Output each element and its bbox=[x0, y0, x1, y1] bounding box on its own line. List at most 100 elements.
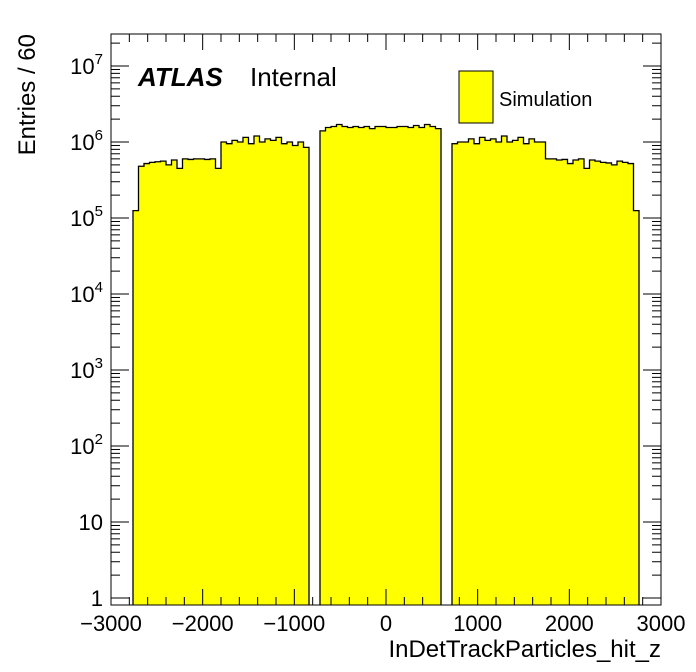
histogram-bar bbox=[391, 127, 397, 605]
histogram-bar bbox=[138, 166, 144, 606]
histogram-bar bbox=[177, 168, 183, 606]
histogram-bar bbox=[166, 164, 172, 605]
histogram-bar bbox=[534, 142, 540, 605]
x-tick-labels: −3000 −2000 −1000 0 1000 2000 3000 bbox=[80, 611, 685, 636]
internal-label: Internal bbox=[250, 62, 337, 92]
y-tick-label: 104 bbox=[70, 279, 103, 307]
histogram-bar bbox=[430, 126, 436, 606]
histogram-outline bbox=[132, 135, 310, 605]
histogram-bar bbox=[452, 143, 458, 606]
x-tick-label: 0 bbox=[380, 611, 392, 636]
histogram-bar bbox=[573, 159, 579, 605]
histogram-bar bbox=[589, 159, 595, 605]
histogram-bar bbox=[342, 126, 348, 606]
x-tick-label: −1000 bbox=[263, 611, 325, 636]
histogram-bar bbox=[248, 143, 254, 606]
histogram-bar bbox=[551, 158, 557, 605]
histogram-bar bbox=[496, 142, 502, 605]
histogram-bar bbox=[584, 168, 590, 606]
x-tick-label: −2000 bbox=[172, 611, 234, 636]
y-tick-labels: 1 10 102 103 104 105 106 107 bbox=[70, 51, 103, 611]
histogram-bar bbox=[270, 140, 276, 605]
histogram-bar bbox=[507, 142, 513, 605]
histogram-bar bbox=[545, 158, 551, 605]
histogram-bar bbox=[364, 126, 370, 606]
y-tick-label: 107 bbox=[70, 51, 103, 79]
histogram-bar bbox=[221, 142, 227, 605]
y-tick-label: 10 bbox=[79, 510, 103, 535]
histogram-bar bbox=[133, 210, 139, 606]
histogram-bar bbox=[380, 126, 386, 606]
histogram-outline bbox=[319, 123, 442, 605]
x-tick-label: 1000 bbox=[453, 611, 502, 636]
histogram-bar bbox=[562, 159, 568, 605]
histogram-bar bbox=[144, 163, 150, 605]
histogram-bar bbox=[320, 130, 326, 605]
histogram-bar bbox=[468, 138, 474, 605]
histogram-bar bbox=[413, 125, 419, 605]
histogram-bar bbox=[479, 137, 485, 605]
histogram-bar bbox=[386, 127, 392, 605]
x-axis-title: InDetTrackParticles_hit_z bbox=[388, 636, 661, 663]
legend-entry-simulation: Simulation bbox=[499, 89, 592, 111]
histogram-bar bbox=[331, 126, 337, 606]
histogram-bar bbox=[171, 159, 177, 605]
histogram-bar bbox=[210, 158, 216, 605]
histogram-bar bbox=[259, 142, 265, 605]
histogram-bar bbox=[457, 142, 463, 605]
histogram-bar bbox=[512, 140, 518, 605]
atlas-label: ATLAS bbox=[137, 62, 223, 92]
histogram-bar bbox=[611, 164, 617, 605]
histogram-bar bbox=[347, 127, 353, 605]
histogram-bar bbox=[595, 161, 601, 606]
histogram-bar bbox=[243, 137, 249, 605]
histogram-bar bbox=[485, 140, 491, 605]
histogram-bar bbox=[397, 126, 403, 606]
histogram-bar bbox=[501, 135, 507, 605]
x-tick-label: 2000 bbox=[545, 611, 594, 636]
histogram-bar bbox=[419, 127, 425, 605]
histogram-bar bbox=[600, 162, 606, 605]
x-tick-label: −3000 bbox=[80, 611, 142, 636]
histogram-bar bbox=[193, 158, 199, 605]
histogram-bar bbox=[204, 159, 210, 605]
histogram-bar bbox=[232, 140, 238, 605]
histogram-bar bbox=[281, 143, 287, 606]
histogram-bar bbox=[292, 145, 298, 605]
histogram-bar bbox=[353, 126, 359, 606]
histogram-bar bbox=[435, 128, 441, 605]
histogram-bar bbox=[628, 163, 634, 605]
y-axis-title: Entries / 60 bbox=[14, 34, 41, 155]
histogram-bar bbox=[567, 163, 573, 605]
histogram-bar bbox=[606, 162, 612, 606]
y-tick-label: 102 bbox=[70, 431, 103, 459]
histogram-bar bbox=[254, 135, 260, 605]
histogram-bar bbox=[237, 142, 243, 605]
histogram-bar bbox=[287, 142, 293, 605]
histogram-bar bbox=[463, 142, 469, 605]
histogram-bar bbox=[149, 162, 155, 605]
histogram-bar bbox=[556, 159, 562, 605]
histogram-bar bbox=[358, 127, 364, 605]
y-tick-label: 1 bbox=[91, 586, 103, 611]
histogram-bar bbox=[540, 142, 546, 605]
histogram-bar bbox=[617, 161, 623, 606]
histogram-bar bbox=[325, 127, 331, 605]
y-tick-label: 106 bbox=[70, 127, 103, 155]
histogram-bar bbox=[226, 143, 232, 606]
histogram-bar bbox=[633, 210, 639, 606]
histogram-bar bbox=[265, 138, 271, 605]
histogram-bar bbox=[215, 168, 221, 606]
histogram-bar bbox=[529, 138, 535, 605]
histogram-bar bbox=[298, 142, 304, 605]
histogram-bar bbox=[523, 143, 529, 606]
histogram-bar bbox=[303, 147, 309, 605]
histogram-bar bbox=[424, 124, 430, 605]
histogram-bar bbox=[578, 158, 584, 605]
y-tick-label: 105 bbox=[70, 203, 103, 231]
histogram-bar bbox=[408, 127, 414, 605]
histogram-bar bbox=[199, 158, 205, 605]
histogram-bar bbox=[622, 162, 628, 605]
histogram-bar bbox=[155, 161, 161, 606]
